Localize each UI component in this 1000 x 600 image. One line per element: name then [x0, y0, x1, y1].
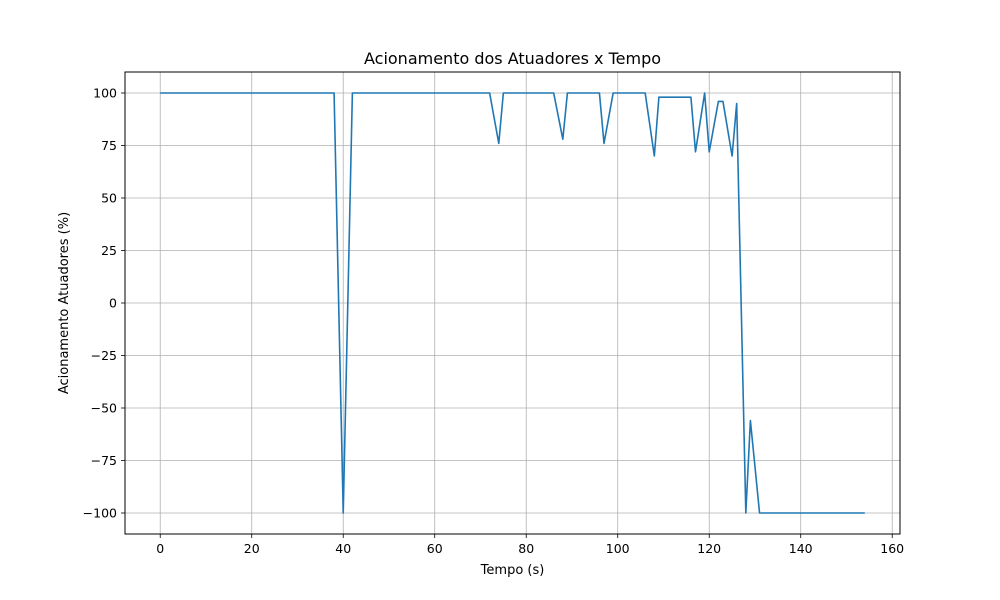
y-tick-label: 75	[101, 138, 117, 153]
y-tick-label: −75	[91, 453, 117, 468]
x-tick-label: 100	[606, 541, 630, 556]
series-layer	[160, 92, 865, 514]
series-line	[160, 92, 865, 514]
chart-title: Acionamento dos Atuadores x Tempo	[364, 49, 661, 68]
y-tick-label: 25	[101, 243, 117, 258]
y-axis-label: Acionamento Atuadores (%)	[57, 212, 72, 394]
x-tick-label: 20	[244, 541, 260, 556]
x-tick-label: 160	[880, 541, 904, 556]
y-tick-label: −25	[91, 348, 117, 363]
y-tick-label: 50	[101, 191, 117, 206]
y-tick-label: −50	[91, 401, 117, 416]
x-tick-label: 80	[518, 541, 534, 556]
y-tick-label: −100	[83, 506, 117, 521]
y-tick-label: 100	[93, 86, 117, 101]
x-axis-label: Tempo (s)	[480, 563, 545, 578]
x-tick-label: 0	[156, 541, 164, 556]
ticks: 0 20 40 60 80 100 120 140 160 100 75 50 25 0 −25 −50 −75…	[83, 86, 905, 557]
x-tick-label: 60	[427, 541, 443, 556]
x-tick-label: 40	[335, 541, 351, 556]
y-tick-label: 0	[109, 296, 117, 311]
x-tick-label: 120	[697, 541, 721, 556]
x-tick-label: 140	[789, 541, 813, 556]
grid	[125, 72, 900, 534]
